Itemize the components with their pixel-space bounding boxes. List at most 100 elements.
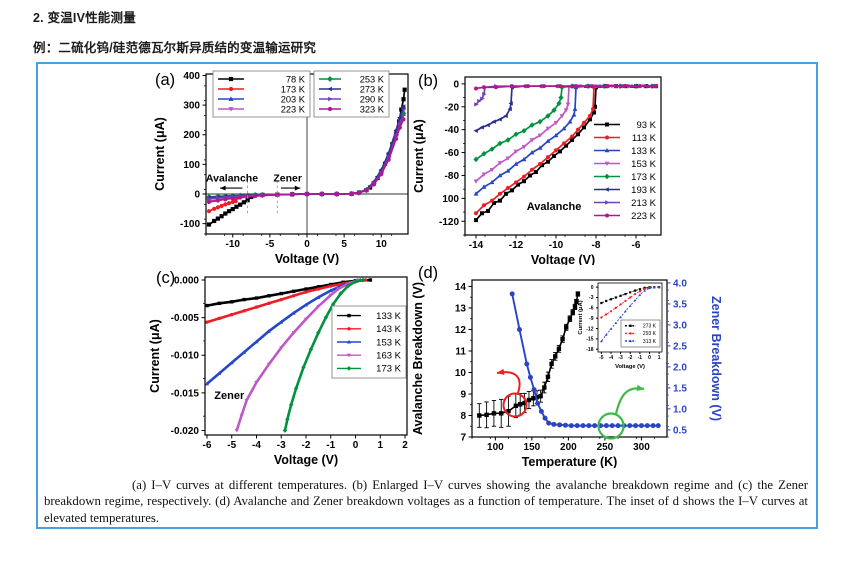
svg-text:-6: -6 [203,440,212,451]
svg-text:0: 0 [353,440,359,451]
svg-text:8: 8 [460,411,466,422]
svg-text:-120: -120 [439,217,459,228]
svg-text:213 K: 213 K [631,198,656,209]
svg-text:-6: -6 [589,306,594,312]
svg-text:-0.015: -0.015 [171,388,200,399]
panel-a-iv-curves: -10 -5 0 5 10 Voltage (V) -100 0 100 200 300 400 Cur… [153,70,409,265]
svg-text:1.5: 1.5 [673,383,687,394]
svg-text:-6: -6 [632,240,641,251]
svg-text:2: 2 [402,440,408,451]
svg-text:0.5: 0.5 [673,425,687,436]
svg-text:Avalanche: Avalanche [206,173,258,185]
svg-text:-4: -4 [252,440,261,451]
panel-c-zener-regime: -6 -5 -4 -3 -2 -1 0 1 2 Voltage (V) 0.000 -0.005 -0.… [148,269,408,467]
svg-text:-12: -12 [509,240,524,251]
svg-text:113 K: 113 K [632,133,657,144]
svg-text:203 K: 203 K [281,94,306,104]
svg-text:7: 7 [460,433,466,444]
svg-text:Temperature (K): Temperature (K) [522,455,618,468]
svg-text:193 K: 193 K [631,185,656,196]
svg-text:3.5: 3.5 [673,299,687,310]
svg-text:153 K: 153 K [631,159,656,170]
svg-text:273 K: 273 K [360,84,385,94]
svg-text:-40: -40 [445,125,460,136]
svg-text:(b): (b) [418,72,438,90]
svg-text:-60: -60 [445,148,460,159]
svg-text:Avalanche Breakdown (V): Avalanche Breakdown (V) [411,282,425,435]
svg-text:200: 200 [183,130,200,141]
svg-text:12: 12 [455,325,467,336]
svg-text:143 K: 143 K [376,324,401,335]
svg-text:300: 300 [633,442,650,453]
example-heading: 例：二硫化钨/硅范德瓦尔斯异质结的变温输运研究 [33,41,317,55]
svg-text:Voltage (V): Voltage (V) [274,453,338,467]
svg-text:Voltage (V): Voltage (V) [615,364,645,370]
svg-text:10: 10 [376,239,388,250]
svg-text:Zener Breakdown (V): Zener Breakdown (V) [709,296,723,421]
svg-text:1.0: 1.0 [673,404,687,415]
svg-text:313 K: 313 K [643,339,657,345]
svg-text:173 K: 173 K [631,172,656,183]
svg-text:-3: -3 [618,355,623,361]
svg-text:273 K: 273 K [643,324,657,330]
svg-text:-10: -10 [549,240,564,251]
svg-text:Voltage (V): Voltage (V) [275,252,339,265]
svg-text:Current (μA): Current (μA) [153,117,167,191]
svg-text:-12: -12 [586,326,593,332]
svg-text:323 K: 323 K [360,104,385,114]
figure-frame [36,62,818,529]
svg-text:10: 10 [455,368,467,379]
svg-text:200: 200 [560,442,577,453]
svg-text:2.5: 2.5 [673,341,687,352]
svg-text:-5: -5 [265,239,274,250]
svg-text:78 K: 78 K [286,74,306,84]
svg-text:400: 400 [183,71,200,82]
svg-text:(a): (a) [155,71,175,89]
svg-text:2.0: 2.0 [673,362,687,373]
svg-text:163 K: 163 K [376,351,401,362]
svg-text:0: 0 [591,285,594,291]
svg-text:-5: -5 [227,440,236,451]
svg-text:-14: -14 [469,240,484,251]
svg-text:1: 1 [658,355,661,361]
svg-text:133 K: 133 K [631,146,656,157]
svg-text:(d): (d) [418,264,438,282]
svg-text:Zener: Zener [273,173,302,185]
svg-text:-10: -10 [226,239,241,250]
svg-text:11: 11 [455,346,466,357]
svg-text:Zener: Zener [214,390,245,402]
svg-text:0: 0 [453,79,459,90]
svg-text:-8: -8 [592,240,601,251]
svg-text:300: 300 [183,101,200,112]
svg-text:0: 0 [648,355,651,361]
svg-text:150: 150 [524,442,541,453]
svg-text:Current (μA): Current (μA) [578,300,584,334]
svg-text:3.0: 3.0 [673,320,687,331]
svg-text:5: 5 [341,239,347,250]
svg-text:0.000: 0.000 [174,276,199,287]
svg-text:100: 100 [442,194,459,205]
panel-b-avalanche-regime: -14 -12 -10 -8 -6 Voltage (V) 0 -20 -40 -60 -80 100… [412,72,662,265]
svg-text:(c): (c) [156,269,175,287]
svg-text:0: 0 [194,190,200,201]
svg-text:-0.010: -0.010 [171,351,200,362]
svg-text:4.0: 4.0 [673,278,687,289]
svg-text:Current (μA): Current (μA) [412,119,426,193]
svg-text:100: 100 [487,442,504,453]
svg-text:-20: -20 [445,102,460,113]
svg-text:153 K: 153 K [376,337,401,348]
svg-text:Avalanche: Avalanche [527,201,582,213]
svg-text:290 K: 290 K [360,94,385,104]
svg-text:-1: -1 [326,440,335,451]
svg-text:223 K: 223 K [281,104,306,114]
svg-text:-0.005: -0.005 [171,313,200,324]
svg-text:-1: -1 [638,355,643,361]
svg-text:-4: -4 [609,355,614,361]
svg-text:133 K: 133 K [376,311,401,322]
svg-text:Current (μA): Current (μA) [148,319,162,393]
section-heading: 2. 变温IV性能测量 [33,11,136,25]
svg-text:173 K: 173 K [281,84,306,94]
